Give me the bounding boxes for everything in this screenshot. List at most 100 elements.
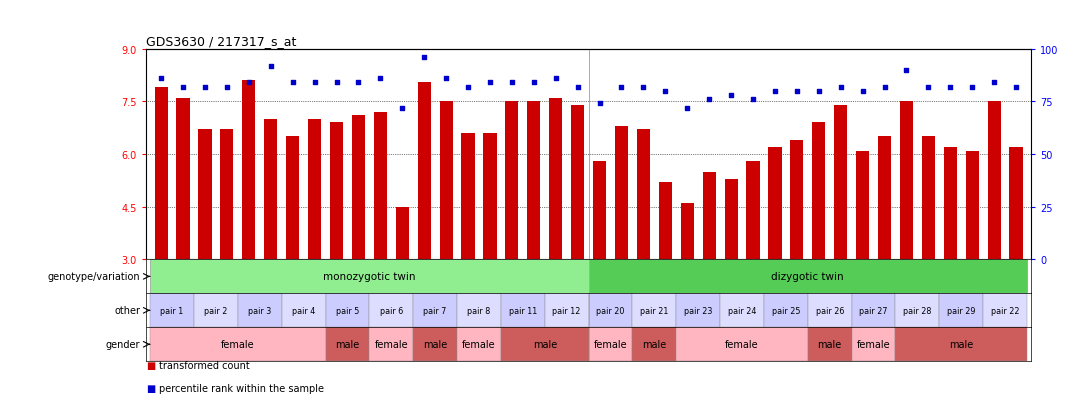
Point	[854, 88, 872, 95]
Bar	[680, 204, 693, 260]
Text: pair 6: pair 6	[380, 306, 403, 315]
Bar	[571, 106, 584, 260]
Text: pair 28: pair 28	[903, 306, 932, 315]
Bar	[589, 328, 633, 361]
Point	[437, 76, 455, 82]
Bar	[329, 123, 343, 260]
Bar	[966, 151, 978, 260]
Bar	[615, 127, 629, 260]
Point	[635, 84, 652, 91]
Bar	[150, 328, 325, 361]
Point	[657, 88, 674, 95]
Bar	[944, 148, 957, 260]
Bar	[150, 260, 589, 294]
Text: dizygotic twin: dizygotic twin	[771, 272, 845, 282]
Text: GDS3630 / 217317_s_at: GDS3630 / 217317_s_at	[146, 36, 296, 48]
Text: pair 29: pair 29	[947, 306, 975, 315]
Point	[175, 84, 192, 91]
Bar	[527, 102, 540, 260]
Bar	[746, 161, 759, 260]
Bar	[922, 137, 935, 260]
Point	[920, 84, 937, 91]
Bar	[282, 294, 325, 328]
Text: pair 1: pair 1	[161, 306, 184, 315]
Bar	[878, 137, 891, 260]
Bar	[633, 328, 676, 361]
Bar	[987, 102, 1001, 260]
Text: female: female	[856, 339, 890, 349]
Bar	[791, 141, 804, 260]
Point	[306, 80, 323, 86]
Bar	[544, 294, 589, 328]
Bar	[352, 116, 365, 260]
Point	[503, 80, 521, 86]
Point	[482, 80, 499, 86]
Text: other: other	[114, 306, 140, 316]
Text: pair 11: pair 11	[509, 306, 537, 315]
Point	[963, 84, 981, 91]
Bar	[856, 151, 869, 260]
Point	[876, 84, 893, 91]
Bar	[703, 172, 716, 260]
Point	[942, 84, 959, 91]
Point	[723, 93, 740, 99]
Point	[197, 84, 214, 91]
Bar	[457, 328, 501, 361]
Bar	[194, 294, 238, 328]
Point	[985, 80, 1002, 86]
Text: pair 26: pair 26	[815, 306, 843, 315]
Bar	[852, 328, 895, 361]
Bar	[501, 328, 589, 361]
Bar	[325, 294, 369, 328]
Text: pair 2: pair 2	[204, 306, 228, 315]
Text: female: female	[594, 339, 627, 349]
Bar	[676, 328, 808, 361]
Text: ■: ■	[146, 361, 156, 370]
Point	[548, 76, 565, 82]
Bar	[812, 123, 825, 260]
Point	[1008, 84, 1025, 91]
Bar	[176, 99, 190, 260]
Point	[262, 63, 280, 70]
Point	[240, 80, 257, 86]
Bar	[238, 294, 282, 328]
Bar	[505, 102, 518, 260]
Text: female: female	[726, 339, 759, 349]
Bar	[199, 130, 212, 260]
Text: pair 25: pair 25	[771, 306, 800, 315]
Point	[372, 76, 389, 82]
Text: pair 27: pair 27	[860, 306, 888, 315]
Text: pair 12: pair 12	[553, 306, 581, 315]
Point	[393, 105, 410, 112]
Bar	[457, 294, 501, 328]
Bar	[895, 328, 1027, 361]
Bar	[589, 260, 1027, 294]
Text: male: male	[643, 339, 666, 349]
Point	[788, 88, 806, 95]
Bar	[265, 120, 278, 260]
Text: pair 3: pair 3	[248, 306, 271, 315]
Bar	[374, 113, 387, 260]
Bar	[895, 294, 940, 328]
Bar	[440, 102, 453, 260]
Text: male: male	[818, 339, 841, 349]
Bar	[637, 130, 650, 260]
Bar	[808, 328, 852, 361]
Bar	[220, 130, 233, 260]
Point	[569, 84, 586, 91]
Bar	[768, 148, 782, 260]
Text: pair 20: pair 20	[596, 306, 624, 315]
Bar	[983, 294, 1027, 328]
Text: male: male	[423, 339, 447, 349]
Text: male: male	[336, 339, 360, 349]
Bar	[720, 294, 764, 328]
Bar	[286, 137, 299, 260]
Text: male: male	[949, 339, 973, 349]
Bar	[484, 134, 497, 260]
Bar	[418, 83, 431, 260]
Bar	[940, 294, 983, 328]
Bar	[414, 328, 457, 361]
Text: pair 24: pair 24	[728, 306, 756, 315]
Text: female: female	[462, 339, 496, 349]
Bar	[808, 294, 852, 328]
